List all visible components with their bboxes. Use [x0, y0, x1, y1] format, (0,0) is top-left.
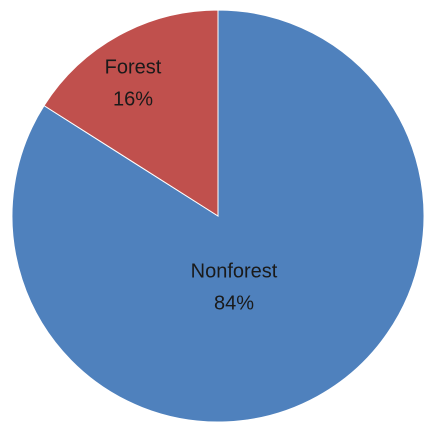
slice-category-label: Forest: [105, 56, 162, 78]
slice-category-label: Nonforest: [191, 260, 278, 282]
pie-slice: [43, 9, 219, 217]
slice-value-label: 16%: [113, 88, 153, 110]
slice-value-label: 84%: [214, 292, 254, 314]
